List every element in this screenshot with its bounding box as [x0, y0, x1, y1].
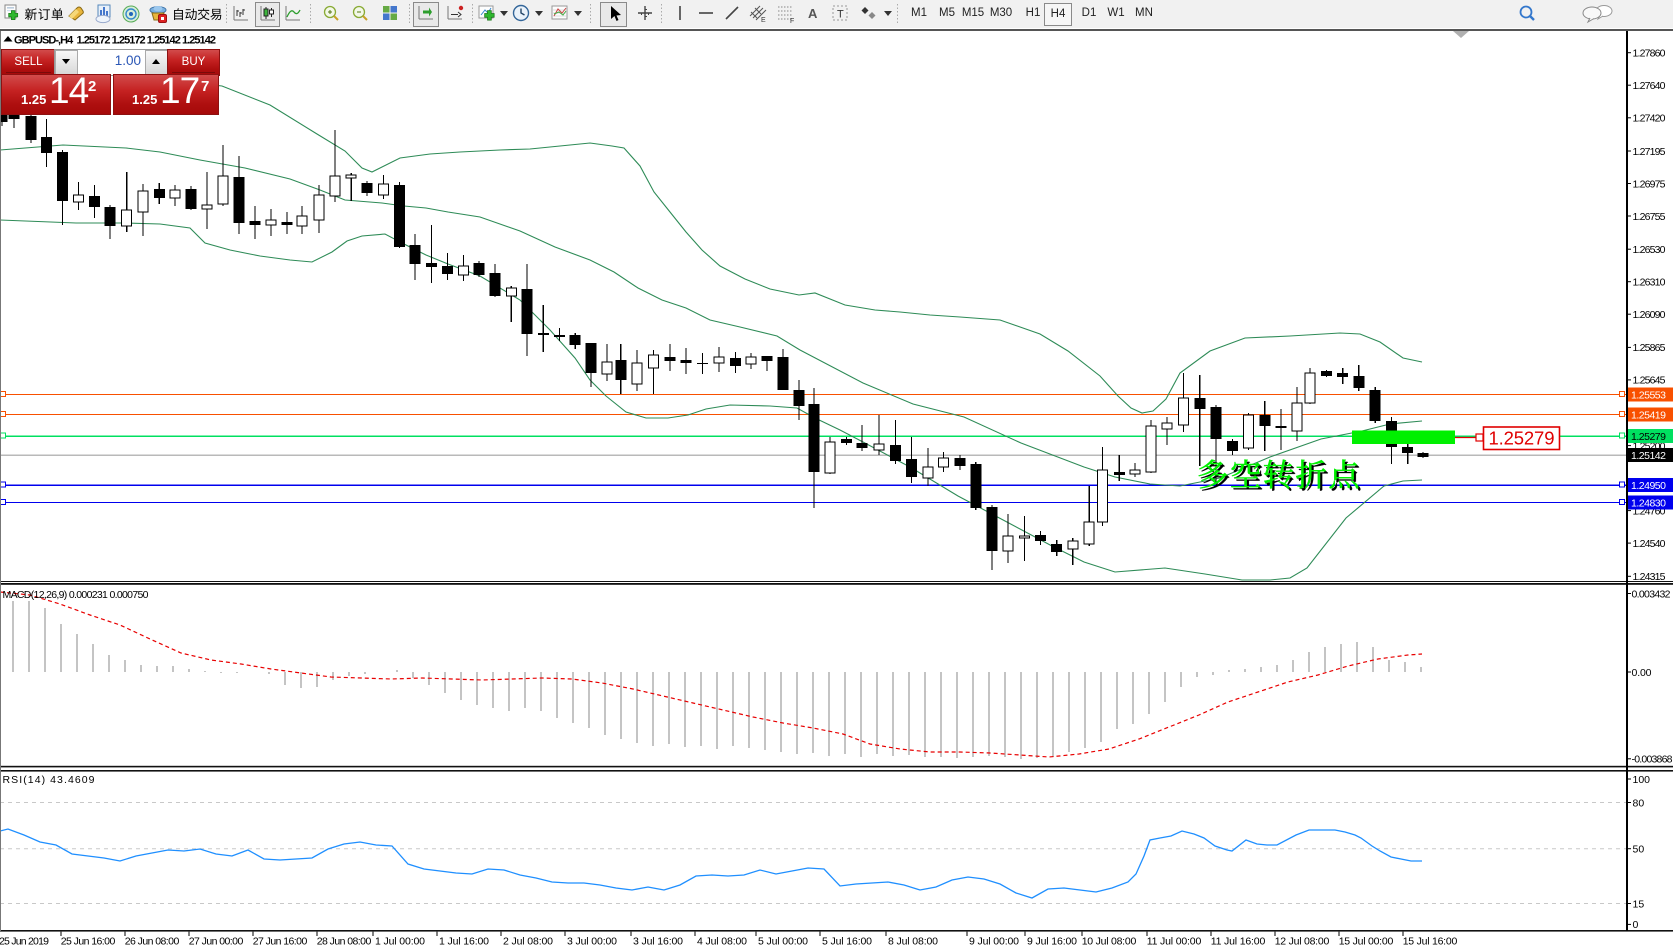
svg-text:1 Jul 00:00: 1 Jul 00:00	[375, 936, 425, 948]
svg-text:9 Jul 00:00: 9 Jul 00:00	[969, 936, 1019, 948]
svg-text:1.25645: 1.25645	[1633, 375, 1666, 387]
svg-text:1.25419: 1.25419	[1631, 409, 1666, 421]
svg-text:0.00: 0.00	[1632, 667, 1652, 679]
svg-text:80: 80	[1633, 797, 1645, 809]
svg-text:8 Jul 08:00: 8 Jul 08:00	[888, 936, 938, 948]
svg-text:RSI(14) 43.4609: RSI(14) 43.4609	[3, 774, 95, 786]
svg-text:E: E	[761, 17, 766, 24]
svg-text:11 Jul 00:00: 11 Jul 00:00	[1147, 936, 1202, 948]
svg-text:50: 50	[1633, 844, 1645, 856]
svg-text:1.26090: 1.26090	[1633, 309, 1666, 321]
svg-text:100: 100	[1633, 774, 1651, 786]
svg-text:15 Jul 16:00: 15 Jul 16:00	[1403, 936, 1458, 948]
svg-text:1.27420: 1.27420	[1633, 113, 1666, 125]
svg-text:1.25142: 1.25142	[1631, 450, 1666, 462]
svg-text:1.26530: 1.26530	[1633, 244, 1666, 256]
svg-text:27 Jun 00:00: 27 Jun 00:00	[189, 936, 244, 948]
svg-text:10 Jul 08:00: 10 Jul 08:00	[1082, 936, 1137, 948]
svg-text:1 Jul 16:00: 1 Jul 16:00	[439, 936, 489, 948]
svg-text:1.26755: 1.26755	[1633, 211, 1666, 223]
svg-text:0.003432: 0.003432	[1632, 588, 1671, 600]
svg-text:-0.003868: -0.003868	[1632, 754, 1673, 766]
svg-text:12 Jul 08:00: 12 Jul 08:00	[1275, 936, 1330, 948]
svg-text:MACD(12,26,9) 0.000231 0.00075: MACD(12,26,9) 0.000231 0.000750	[3, 589, 149, 601]
svg-text:1.25865: 1.25865	[1633, 342, 1666, 354]
svg-text:F: F	[790, 18, 794, 25]
svg-text:T: T	[837, 9, 844, 21]
svg-text:5 Jul 16:00: 5 Jul 16:00	[822, 936, 872, 948]
svg-text:25 Jun 16:00: 25 Jun 16:00	[61, 936, 116, 948]
svg-text:1.27195: 1.27195	[1633, 146, 1666, 158]
svg-text:9 Jul 16:00: 9 Jul 16:00	[1027, 936, 1077, 948]
svg-text:5 Jul 00:00: 5 Jul 00:00	[758, 936, 808, 948]
svg-text:GBPUSD-,H4 1.25172 1.25172 1.: GBPUSD-,H4 1.25172 1.25172 1.25142 1.251…	[14, 35, 216, 47]
svg-text:26 Jun 08:00: 26 Jun 08:00	[125, 936, 180, 948]
svg-text:3 Jul 00:00: 3 Jul 00:00	[567, 936, 617, 948]
svg-text:1.24950: 1.24950	[1631, 480, 1666, 492]
svg-text:1.24540: 1.24540	[1633, 538, 1666, 550]
svg-text:1.27860: 1.27860	[1633, 48, 1666, 60]
svg-text:1.25279: 1.25279	[1631, 431, 1666, 443]
svg-text:11 Jul 16:00: 11 Jul 16:00	[1211, 936, 1266, 948]
svg-text:25 Jun 2019: 25 Jun 2019	[0, 936, 49, 948]
svg-text:4 Jul 08:00: 4 Jul 08:00	[697, 936, 747, 948]
svg-text:27 Jun 16:00: 27 Jun 16:00	[253, 936, 308, 948]
svg-text:15 Jul 00:00: 15 Jul 00:00	[1339, 936, 1394, 948]
svg-text:28 Jun 08:00: 28 Jun 08:00	[317, 936, 372, 948]
svg-text:1.27640: 1.27640	[1633, 80, 1666, 92]
svg-text:3 Jul 16:00: 3 Jul 16:00	[633, 936, 683, 948]
svg-text:1.24315: 1.24315	[1633, 571, 1666, 583]
svg-text:1.24830: 1.24830	[1631, 497, 1666, 509]
svg-text:1.26310: 1.26310	[1633, 277, 1666, 289]
svg-text:15: 15	[1633, 898, 1645, 910]
svg-text:0: 0	[1633, 919, 1639, 931]
svg-text:1.25553: 1.25553	[1631, 389, 1666, 401]
svg-text:1.25279: 1.25279	[1489, 428, 1555, 449]
svg-text:2 Jul 08:00: 2 Jul 08:00	[503, 936, 553, 948]
svg-text:1.26975: 1.26975	[1633, 178, 1666, 190]
